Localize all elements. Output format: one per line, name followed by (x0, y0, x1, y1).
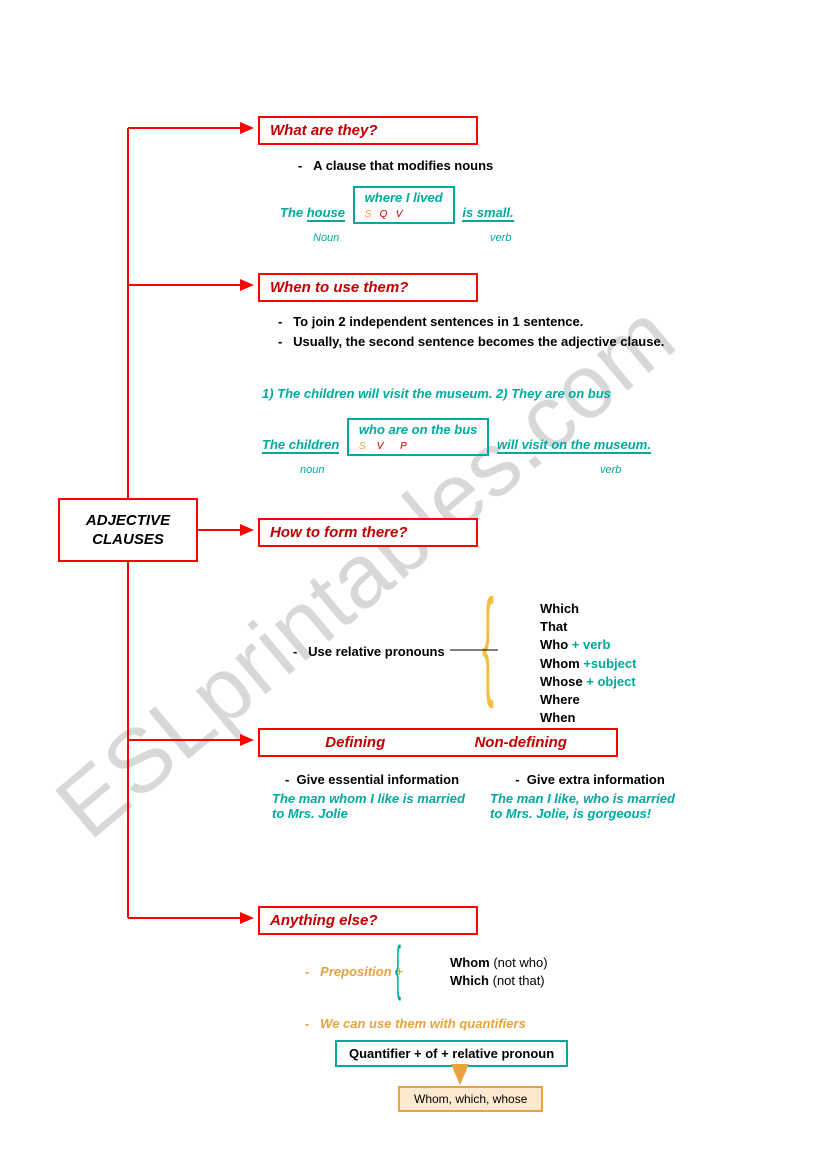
defining-col: - Give essential information The man who… (272, 772, 472, 821)
s2-orig: 1) The children will visit the museum. 2… (262, 386, 611, 401)
s1-bullet: - A clause that modifies nouns (298, 158, 493, 173)
s5-prep: - Preposition + (305, 964, 403, 979)
s2-label-verb: verb (600, 464, 621, 476)
section-else-title: Anything else? (258, 906, 478, 935)
quantifier-box: Quantifier + of + relative pronoun (335, 1040, 568, 1067)
root-label: ADJECTIVE CLAUSES (60, 511, 196, 550)
s2-b1: - To join 2 independent sentences in 1 s… (278, 314, 678, 329)
s2-b2: - Usually, the second sentence becomes t… (278, 334, 678, 349)
quantifier-result: Whom, which, whose (398, 1086, 543, 1112)
brace-icon: { (482, 582, 494, 702)
brace-small-icon: { (395, 938, 401, 998)
section-defining-title: Defining Non-defining (258, 728, 618, 757)
prep-list: Whom (not who) Which (not that) (450, 954, 548, 990)
relative-pronoun-list: Which That Who + verb Whom +subject Whos… (540, 600, 636, 727)
root-box: ADJECTIVE CLAUSES (58, 498, 198, 562)
s3-bullet: - Use relative pronouns (293, 644, 445, 659)
s5-quant-intro: - We can use them with quantifiers (305, 1016, 526, 1031)
connector-arrows (0, 0, 826, 1169)
section-what-title: What are they? (258, 116, 478, 145)
s1-label-noun: Noun (313, 232, 339, 244)
s1-label-verb: verb (490, 232, 511, 244)
section-how-title: How to form there? (258, 518, 478, 547)
s1-example: The house where I lived S Q V is small. (280, 186, 514, 224)
section-when-title: When to use them? (258, 273, 478, 302)
nondefining-col: - Give extra information The man I like,… (490, 772, 690, 821)
s2-example: The children who are on the bus S V P wi… (262, 418, 651, 456)
s2-label-noun: noun (300, 464, 324, 476)
